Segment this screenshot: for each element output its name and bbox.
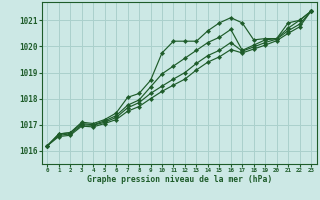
X-axis label: Graphe pression niveau de la mer (hPa): Graphe pression niveau de la mer (hPa) [87,175,272,184]
